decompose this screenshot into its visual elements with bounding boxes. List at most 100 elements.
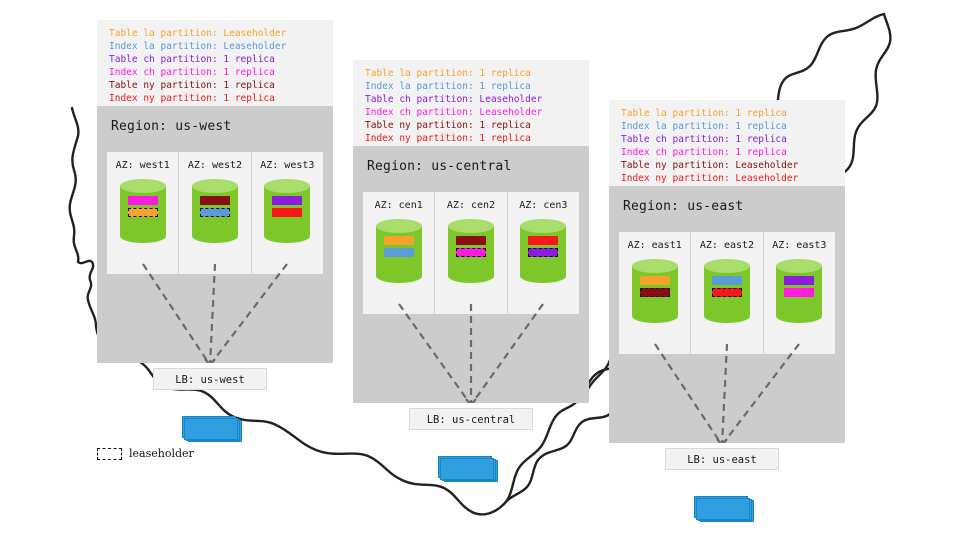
partition-legend-line: Table la partition: 1 replica (621, 108, 787, 119)
cylinder-top (375, 219, 422, 233)
connector-arrowhead (465, 398, 477, 403)
connector-arrowhead (716, 438, 728, 443)
az-cell-east2[interactable]: AZ: east2 (690, 232, 762, 354)
az-strip-us-central: AZ: cen1 AZ: cen2 AZ: cen3 (363, 192, 579, 314)
clients-node-us-east[interactable]: Clients (694, 496, 754, 522)
partition-legend-line: Index ny partition: 1 replica (109, 93, 275, 105)
az-title: AZ: cen1 (374, 200, 423, 211)
az-title: AZ: cen3 (519, 200, 568, 211)
region-cluster-us-west: Table la partition: Leaseholder Index la … (97, 20, 333, 442)
partition-legend-line: Index la partition: 1 replica (365, 81, 531, 93)
partition-band-replica (639, 276, 670, 285)
partition-legend-line: Table ch partition: 1 replica (621, 134, 787, 146)
az-strip-us-east: AZ: east1 AZ: east2 AZ: east3 (619, 232, 835, 354)
az-cell-cen3[interactable]: AZ: cen3 (506, 192, 579, 314)
database-cylinder-icon[interactable] (191, 179, 238, 243)
partition-band-replica (127, 196, 158, 205)
partition-band-leaseholder (711, 288, 742, 297)
az-to-lb-connector (654, 343, 722, 443)
cylinder-top (119, 179, 166, 193)
partition-band-leaseholder (528, 248, 559, 257)
az-cell-east1[interactable]: AZ: east1 (619, 232, 690, 354)
az-strip-us-west: AZ: west1 AZ: west2 AZ: west3 (107, 152, 323, 274)
partition-legend-line: Table ny partition: 1 replica (109, 80, 275, 92)
az-cell-east3[interactable]: AZ: east3 (762, 232, 835, 354)
partition-band-replica (784, 276, 815, 285)
partition-bands (776, 276, 822, 300)
partition-bands (448, 236, 494, 260)
partition-band-replica (383, 236, 414, 245)
partition-band-replica (711, 276, 742, 285)
partition-legend-us-central: Table la partition: 1 replica Index la pa… (353, 60, 589, 146)
partition-legend-us-west: Table la partition: Leaseholder Index la … (97, 20, 333, 106)
partition-legend-line: Index ch partition: Leaseholder (365, 107, 543, 119)
partition-legend-line: Index ny partition: Leaseholder (621, 173, 799, 185)
partition-legend-line: Index ch partition: 1 replica (621, 147, 787, 159)
leaseholder-key: leaseholder (97, 447, 194, 460)
az-title: AZ: east3 (772, 240, 827, 251)
az-cell-cen2[interactable]: AZ: cen2 (434, 192, 506, 314)
cylinder-top (631, 259, 678, 273)
database-cylinder-icon[interactable] (631, 259, 678, 323)
partition-band-leaseholder (639, 288, 670, 297)
partition-legend-line: Table ny partition: 1 replica (365, 120, 531, 132)
region-cluster-us-east: Table la partition: 1 replica Index la pa… (609, 100, 845, 522)
partition-band-replica (272, 208, 303, 217)
partition-bands (192, 196, 238, 220)
partition-legend-line: Table ch partition: Leaseholder (365, 94, 543, 106)
database-cylinder-icon[interactable] (776, 259, 823, 323)
az-title: AZ: west3 (260, 160, 315, 171)
load-balancer-us-east[interactable]: LB: us-east (665, 448, 779, 470)
database-cylinder-icon[interactable] (703, 259, 750, 323)
clients-stack-sheet (696, 497, 750, 520)
az-to-lb-connector (720, 343, 729, 443)
az-to-lb-connector (208, 263, 217, 363)
partition-legend-line: Index la partition: Leaseholder (109, 41, 287, 53)
partition-band-replica (528, 236, 559, 245)
partition-legend-line: Table ny partition: Leaseholder (621, 160, 799, 172)
az-title: AZ: east2 (699, 240, 755, 251)
region-panel-us-central: Region: us-central AZ: cen1 AZ: cen2 AZ: ce… (353, 146, 589, 482)
partition-legend-line: Index la partition: 1 replica (621, 121, 787, 133)
az-cell-west1[interactable]: AZ: west1 (107, 152, 178, 274)
region-title: Region: us-central (367, 159, 512, 174)
partition-band-replica (199, 196, 230, 205)
az-title: AZ: east1 (627, 240, 682, 251)
clients-node-us-west[interactable]: Clients (182, 416, 242, 442)
partition-bands (520, 236, 566, 260)
az-cell-cen1[interactable]: AZ: cen1 (363, 192, 434, 314)
az-to-lb-connector (398, 303, 471, 403)
load-balancer-us-west[interactable]: LB: us-west (153, 368, 267, 390)
partition-legend-us-east: Table la partition: 1 replica Index la pa… (609, 100, 845, 186)
cylinder-top (520, 219, 567, 233)
partition-band-replica (455, 236, 486, 245)
clients-node-us-central[interactable]: Clients (438, 456, 498, 482)
load-balancer-us-central[interactable]: LB: us-central (409, 408, 533, 430)
partition-bands (120, 196, 166, 220)
region-cluster-us-central: Table la partition: 1 replica Index la pa… (353, 60, 589, 482)
partition-legend-line: Table ch partition: 1 replica (109, 54, 275, 66)
database-cylinder-icon[interactable] (520, 219, 567, 283)
database-cylinder-icon[interactable] (264, 179, 311, 243)
partition-bands (264, 196, 310, 220)
cylinder-top (703, 259, 750, 273)
partition-legend-line: Index ch partition: 1 replica (109, 67, 275, 79)
leaseholder-swatch-icon (97, 447, 122, 460)
az-cell-west2[interactable]: AZ: west2 (178, 152, 250, 274)
leaseholder-key-label: leaseholder (129, 447, 194, 460)
database-cylinder-icon[interactable] (119, 179, 166, 243)
az-to-lb-connector (210, 263, 288, 363)
database-cylinder-icon[interactable] (375, 219, 422, 283)
region-panel-us-west: Region: us-west AZ: west1 AZ: west2 AZ: wes… (97, 106, 333, 442)
partition-bands (376, 236, 422, 260)
az-to-lb-connector (471, 303, 544, 403)
az-title: AZ: cen2 (446, 200, 496, 211)
az-to-lb-connector (722, 343, 800, 443)
clients-stack-sheet (440, 457, 494, 480)
database-cylinder-icon[interactable] (447, 219, 494, 283)
partition-legend-line: Index ny partition: 1 replica (365, 133, 531, 145)
partition-band-leaseholder (199, 208, 230, 217)
partition-bands (704, 276, 750, 300)
az-cell-west3[interactable]: AZ: west3 (250, 152, 323, 274)
partition-band-replica (784, 288, 815, 297)
